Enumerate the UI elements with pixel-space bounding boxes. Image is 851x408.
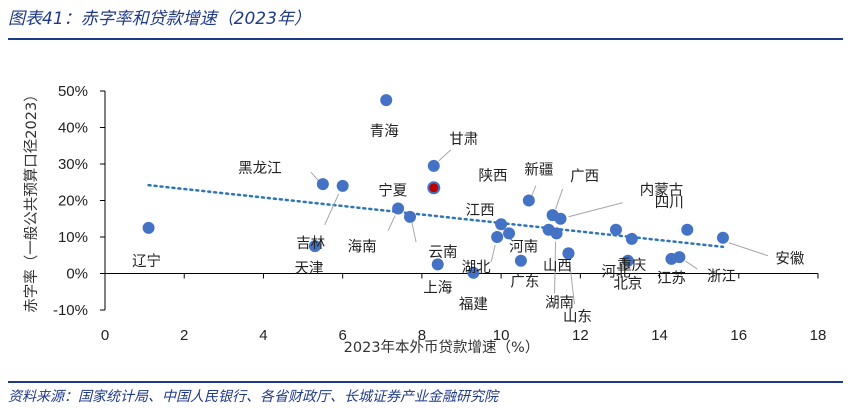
point-label: 天津 [294, 260, 323, 277]
y-tick-label: 50% [58, 83, 88, 100]
label-leader-line [568, 260, 575, 305]
point-label: 山东 [563, 308, 592, 325]
point-label: 内蒙古 [640, 182, 684, 199]
y-tick-label: 30% [58, 156, 88, 173]
scatter-chart: -10% 0% 10% 20% 30% 40% 50% 0 2 4 6 8 10 12 14 16 18 辽宁… [23, 83, 827, 356]
data-point [503, 227, 516, 240]
data-point [554, 212, 567, 225]
data-point [609, 223, 622, 236]
y-tick-label: 20% [58, 193, 88, 210]
data-point [716, 231, 729, 244]
y-tick-label: -10% [53, 302, 88, 319]
point-label: 宁夏 [378, 183, 407, 200]
data-point [467, 266, 480, 279]
data-point [681, 223, 694, 236]
label-leader-line [728, 242, 769, 257]
point-label: 河北 [601, 264, 630, 281]
point-label: 云南 [429, 244, 458, 261]
source-note: 资料来源：国家统计局、中国人民银行、各省财政厅、长城证券产业金融研究院 [8, 389, 498, 405]
x-tick-label: 18 [810, 327, 827, 344]
data-point [316, 178, 329, 191]
data-point [431, 258, 444, 271]
data-point [550, 227, 563, 240]
label-leader-line [555, 188, 564, 210]
x-tick-label: 4 [259, 327, 267, 344]
data-point [562, 247, 575, 260]
footer-divider [8, 381, 843, 383]
data-point [514, 254, 527, 267]
y-tick-label: 10% [58, 229, 88, 246]
data-point [404, 210, 417, 223]
x-axis-title: 2023年本外币贷款增速（%） [344, 339, 540, 356]
data-point [621, 254, 634, 267]
label-leader-line [411, 222, 417, 243]
point-label: 上海 [423, 279, 452, 296]
point-label: 辽宁 [132, 253, 161, 270]
data-point [308, 240, 321, 253]
data-point [625, 232, 638, 245]
x-tick-label: 12 [572, 327, 589, 344]
data-point [392, 202, 405, 215]
point-label: 重庆 [617, 257, 646, 274]
x-tick-label: 16 [730, 327, 747, 344]
data-point [673, 251, 686, 264]
point-label: 山西 [543, 257, 572, 274]
label-leader-line [685, 260, 698, 270]
point-label: 吉林 [296, 235, 325, 252]
label-leader-line [438, 149, 452, 162]
data-point [380, 94, 393, 107]
point-label: 甘肃 [449, 131, 478, 148]
point-label: 陕西 [479, 167, 508, 184]
y-tick-label: 40% [58, 120, 88, 137]
x-tick-label: 0 [101, 327, 109, 344]
data-point [336, 179, 349, 192]
x-tick-label: 14 [651, 327, 668, 344]
point-label: 湖北 [462, 259, 491, 276]
point-label: 新疆 [524, 162, 553, 179]
point-label: 湖南 [545, 294, 574, 311]
label-leader-line [568, 202, 623, 218]
label-leader-line [310, 171, 320, 182]
x-tick-label: 2 [180, 327, 188, 344]
label-leader-line [387, 215, 396, 231]
label-leader-line [490, 244, 496, 263]
point-label: 广东 [510, 274, 539, 291]
point-label: 广西 [570, 168, 599, 185]
y-tick-label: 0% [66, 266, 88, 283]
point-label: 河南 [509, 239, 538, 256]
point-label: 青海 [370, 123, 399, 140]
point-label: 福建 [459, 296, 488, 313]
data-point [522, 194, 535, 207]
x-tick-label: 10 [493, 327, 510, 344]
point-label: 四川 [655, 196, 684, 212]
data-point [427, 181, 441, 195]
point-label: 江苏 [657, 270, 686, 287]
data-point [427, 159, 440, 172]
x-tick-label: 6 [338, 327, 346, 344]
point-label: 浙江 [707, 268, 736, 285]
data-point [495, 218, 508, 231]
title-divider [8, 38, 843, 40]
point-label: 江西 [466, 202, 495, 219]
point-label: 黑龙江 [238, 160, 282, 177]
data-point [491, 231, 504, 243]
x-tick-label: 8 [418, 327, 426, 344]
label-leader-line [324, 193, 340, 226]
label-leader-line [554, 241, 557, 294]
chart-title: 图表41：赤字率和贷款增速（2023年） [8, 9, 311, 29]
data-point [142, 221, 155, 234]
y-axis-title: 赤字率（一般公共预算口径2023） [23, 87, 40, 312]
label-leader-line [531, 185, 537, 196]
point-label: 海南 [348, 239, 377, 256]
point-label: 北京 [613, 276, 642, 293]
point-label: 安徽 [775, 251, 804, 268]
